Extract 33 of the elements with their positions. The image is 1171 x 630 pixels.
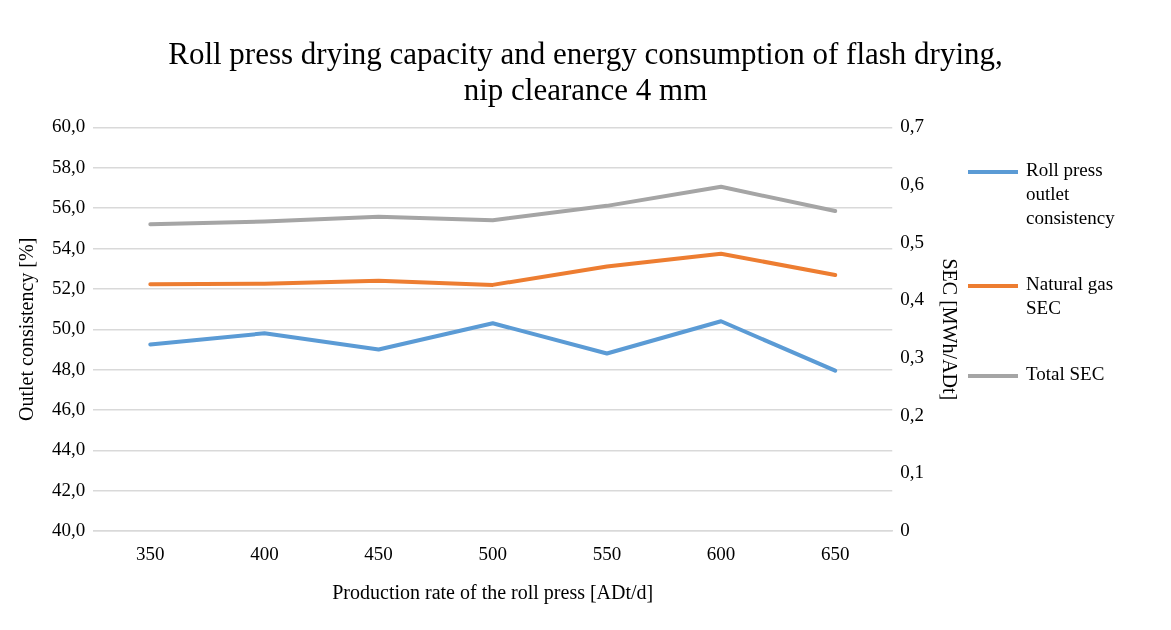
- y-tick-label: 56,0: [52, 196, 86, 218]
- legend-label: Total SEC: [1026, 362, 1105, 386]
- y2-tick-label: 0: [900, 519, 910, 541]
- y2-axis-title: SEC [MWh/ADt]: [938, 258, 961, 401]
- x-axis-title: Production rate of the roll press [ADt/d]: [332, 581, 654, 605]
- y2-tick-label: 0,3: [900, 346, 924, 368]
- y-tick-label: 54,0: [52, 236, 86, 258]
- x-tick-label: 500: [478, 542, 507, 564]
- x-tick-label: 650: [820, 542, 850, 564]
- y-tick-label: 48,0: [52, 357, 86, 379]
- y-tick-label: 40,0: [52, 519, 86, 541]
- legend-label: Roll press outlet consistency: [1026, 158, 1116, 230]
- y-tick-label: 46,0: [52, 398, 86, 420]
- y2-tick-label: 0,5: [900, 230, 924, 252]
- x-tick-label: 450: [364, 542, 393, 564]
- y2-tick-label: 0,2: [900, 403, 924, 425]
- y2-tick-label: 0,7: [900, 115, 924, 137]
- legend-label: Natural gas SEC: [1026, 272, 1115, 320]
- y2-tick-label: 0,4: [900, 288, 925, 310]
- y-tick-label: 58,0: [52, 155, 86, 177]
- x-tick-label: 350: [136, 542, 165, 564]
- y-tick-label: 60,0: [52, 115, 86, 137]
- y2-tick-label: 0,6: [900, 173, 924, 195]
- y2-tick-label: 0,1: [900, 461, 924, 483]
- y-tick-label: 52,0: [52, 276, 86, 298]
- x-tick-label: 550: [592, 542, 622, 564]
- y-tick-label: 44,0: [52, 438, 86, 460]
- y-tick-label: 42,0: [52, 478, 86, 500]
- y-axis-title: Outlet consistency [%]: [15, 237, 39, 421]
- y-tick-label: 50,0: [52, 317, 86, 339]
- x-tick-label: 600: [706, 542, 736, 564]
- x-tick-label: 400: [250, 542, 279, 564]
- chart-title: Roll press drying capacity and energy consumption of flash drying, nip clearance 4 mm: [167, 35, 1004, 108]
